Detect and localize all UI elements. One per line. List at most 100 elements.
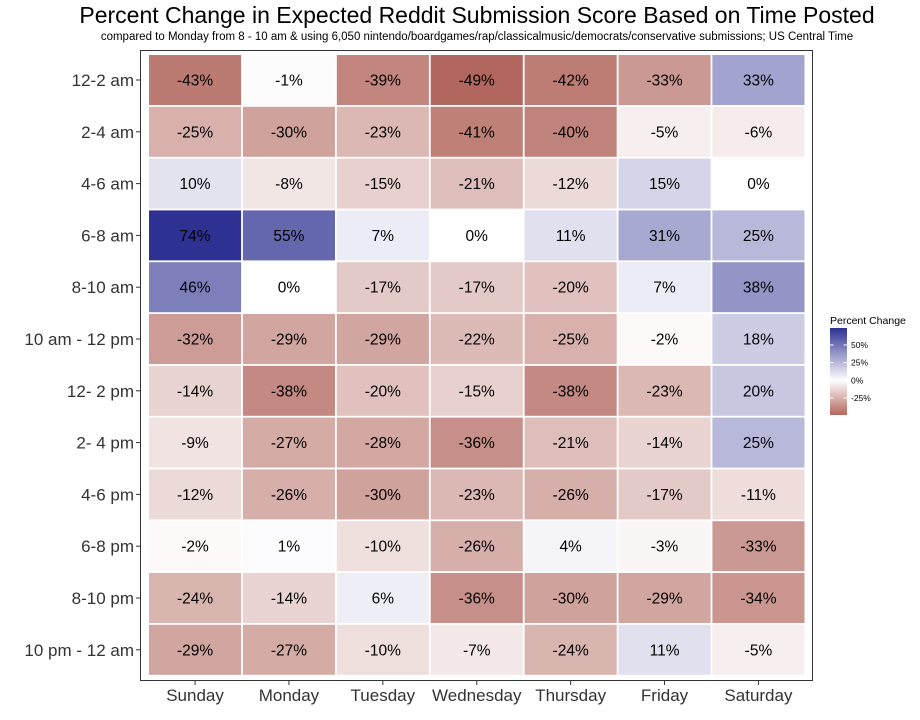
cell-value-label: -21% <box>553 435 589 452</box>
heatmap-cell <box>242 158 335 209</box>
cell-value-label: -3% <box>651 539 679 556</box>
x-axis-tick-label: Wednesday <box>432 686 522 705</box>
heatmap-cell <box>618 55 711 105</box>
cell-value-label: 0% <box>278 280 301 297</box>
heatmap-cell <box>149 210 242 261</box>
y-axis-tick-label: 4-6 am <box>81 175 134 194</box>
heatmap-cell <box>712 314 805 364</box>
cell-value-label: -7% <box>463 642 491 659</box>
heatmap-cell <box>524 314 617 364</box>
cell-value-label: -36% <box>459 435 495 452</box>
cell-value-label: -29% <box>271 332 307 349</box>
legend-tick-label: 50% <box>851 340 868 350</box>
heatmap-cell <box>430 55 523 105</box>
cell-value-label: 11% <box>556 228 586 245</box>
cell-value-label: -40% <box>553 124 589 141</box>
cell-value-label: -41% <box>459 124 495 141</box>
legend: 50% 25% 0% -25% <box>830 328 871 415</box>
y-axis-tick-label: 12-2 am <box>72 71 134 90</box>
cell-value-label: 46% <box>180 280 211 297</box>
heatmap-cell <box>430 365 523 416</box>
cell-value-label: -6% <box>745 124 773 141</box>
cell-value-label: -20% <box>365 383 401 400</box>
cell-value-label: -30% <box>365 487 401 504</box>
heatmap-cell <box>242 624 335 675</box>
cell-value-label: -43% <box>177 73 213 90</box>
heatmap-cell <box>712 55 805 105</box>
chart-title: Percent Change in Expected Reddit Submis… <box>79 2 875 28</box>
chart-subtitle: compared to Monday from 8 - 10 am & usin… <box>100 31 854 43</box>
heatmap-cell <box>336 624 429 675</box>
y-axis-tick-label: 6-8 am <box>81 226 134 245</box>
cell-value-label: 31% <box>649 228 680 245</box>
heatmap-cell <box>430 158 523 209</box>
cell-value-label: -30% <box>553 591 589 608</box>
heatmap-cell <box>430 521 523 572</box>
x-axis-labels: Sunday Monday Tuesday Wednesday Thursday Frid… <box>166 680 793 705</box>
heatmap-cell <box>336 262 429 313</box>
heatmap-cell <box>336 158 429 209</box>
x-axis-tick-label: Monday <box>259 686 320 705</box>
heatmap-cell <box>712 521 805 572</box>
heatmap-cell <box>242 106 335 157</box>
cell-value-label: 18% <box>743 332 774 349</box>
cell-value-label: -30% <box>271 124 307 141</box>
cell-value-label: -5% <box>651 124 679 141</box>
cell-value-label: -10% <box>365 642 401 659</box>
cell-value-label: 55% <box>273 228 304 245</box>
y-axis-tick-label: 10 am - 12 pm <box>24 330 134 349</box>
heatmap-cell <box>430 262 523 313</box>
cell-value-label: -1% <box>275 73 303 90</box>
heatmap-cell <box>149 158 242 209</box>
y-axis-tick-label: 6-8 pm <box>81 537 134 556</box>
cell-value-label: -26% <box>271 487 307 504</box>
cell-value-label: 7% <box>653 280 676 297</box>
heatmap-cell <box>618 158 711 209</box>
cell-value-label: 1% <box>278 539 301 556</box>
cell-value-label: -29% <box>646 591 682 608</box>
cell-value-label: -17% <box>365 280 401 297</box>
heatmap-cell <box>336 55 429 105</box>
cell-value-label: 6% <box>372 591 395 608</box>
legend-tick-label: 0% <box>851 375 864 385</box>
cell-value-label: -11% <box>741 487 776 504</box>
cell-value-label: -27% <box>271 435 307 452</box>
cell-value-label: -8% <box>275 176 303 193</box>
heatmap-cell <box>242 314 335 364</box>
cell-value-label: -29% <box>365 332 401 349</box>
cell-value-label: -39% <box>365 73 401 90</box>
cell-value-label: -17% <box>646 487 682 504</box>
heatmap-cell <box>712 158 805 209</box>
cell-value-label: 11% <box>650 642 680 659</box>
legend-colorbar <box>830 328 847 415</box>
heatmap-cell <box>524 624 617 675</box>
cell-value-label: -12% <box>177 487 213 504</box>
heatmap-cell <box>618 365 711 416</box>
heatmap-cell <box>524 417 617 468</box>
heatmap-cell <box>430 469 523 520</box>
cell-value-label: -25% <box>553 332 589 349</box>
heatmap-cell <box>242 365 335 416</box>
cell-value-label: -15% <box>459 383 495 400</box>
heatmap-cell <box>242 469 335 520</box>
heatmap-cell <box>149 573 242 623</box>
heatmap-cell <box>618 314 711 364</box>
cell-value-label: 20% <box>743 383 774 400</box>
cell-value-label: -23% <box>365 124 401 141</box>
heatmap-cell <box>242 521 335 572</box>
cell-value-label: -2% <box>181 539 209 556</box>
cell-value-label: -14% <box>646 435 682 452</box>
heatmap-cell <box>618 469 711 520</box>
y-axis-tick-label: 8-10 pm <box>72 589 134 608</box>
cell-value-label: 0% <box>747 176 770 193</box>
heatmap-cell <box>430 624 523 675</box>
cell-value-label: -21% <box>459 176 495 193</box>
cell-value-label: 25% <box>743 435 774 452</box>
cell-value-label: -33% <box>740 539 776 556</box>
cell-value-label: -27% <box>271 642 307 659</box>
heatmap-cell <box>336 314 429 364</box>
legend-title: Percent Change <box>830 315 906 327</box>
y-axis-tick-label: 2-4 am <box>81 123 134 142</box>
heatmap-cell <box>524 55 617 105</box>
cell-value-label: -38% <box>271 383 307 400</box>
